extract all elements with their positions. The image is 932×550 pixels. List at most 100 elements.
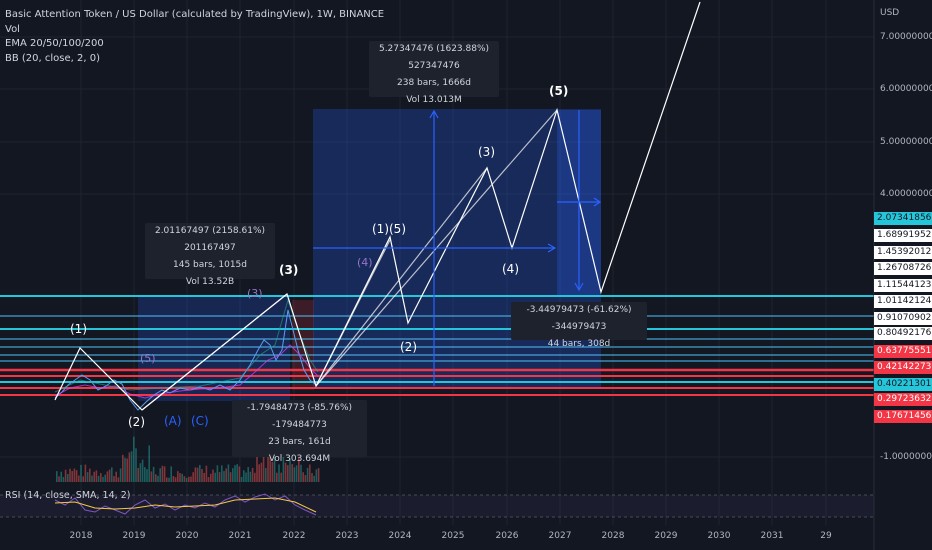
y-tick: 5.00000000 [880,137,932,147]
volume-bar [170,466,172,482]
volume-bar [174,477,177,482]
y-tick: 4.00000000 [880,189,932,199]
volume-bar [130,451,133,482]
y-tick: -1.00000000 [880,452,932,462]
x-tick: 2023 [335,531,359,541]
legend-vol: Vol [5,23,20,35]
legend-bb: BB (20, close, 2, 0) [5,52,100,64]
price-tag: 0.29723632 [874,393,932,406]
volume-bar [185,477,188,482]
volume-bar [249,471,252,482]
measure-box-3: -1.79484773 (-85.76%) -179484773 23 bars… [232,400,367,464]
wave-label: (4) [357,256,373,269]
x-tick: 2031 [760,531,784,541]
fib-levels [0,295,874,396]
wave-label: (1)(5) [372,222,406,236]
volume-bar [291,464,293,482]
volume-bar [273,449,276,482]
x-tick: 2022 [282,531,306,541]
measure-box-line: 2.01167497 (2158.61%) 201167497 [154,226,266,253]
ema-line [54,344,319,399]
x-tick: 2028 [601,531,625,541]
volume-bar [247,467,249,482]
volume-bar [84,464,87,482]
volume-bar [97,475,100,482]
volume-bar [141,459,144,482]
volume-bar [100,473,102,482]
rsi-sma [54,497,317,513]
volume-bar [190,476,192,482]
volume-bar [75,470,78,482]
volume-bar [212,469,214,482]
y-tick: 6.00000000 [880,84,932,94]
volume-bar [95,470,98,482]
volume-bar [194,467,197,482]
x-tick: 2018 [69,531,93,541]
volume-bar [155,474,157,482]
measure-box-1: 2.01167497 (2158.61%) 201167497 145 bars… [145,223,275,287]
volume-bar [258,464,260,482]
volume-bar [236,464,238,482]
price-tag: 1.45392012 [874,246,932,259]
price-tag: 1.01142124 [874,295,932,308]
x-tick: 2030 [707,531,731,541]
rsi-pane-band [0,495,874,517]
volume-bar [108,469,111,482]
volume-bar [179,473,181,482]
volume-bar [67,474,69,482]
wave-label: (A) [164,414,182,428]
x-tick: 29 [820,531,832,541]
volume-bar [311,473,313,482]
wave-label: (2) [400,340,417,354]
volume-bar [229,472,232,482]
volume-bar [148,445,150,482]
volume-bar [214,472,216,482]
wave-label-group: (1) (2) (3) (4) (5) (A) (C) (1)(5) (3) (… [70,84,568,429]
volume-bar [289,458,291,482]
volume-bar [86,472,89,482]
volume-bar [102,476,104,482]
volume-bar [300,464,302,482]
wave-label: (5) [549,84,568,98]
volume-bar [135,448,137,482]
volume-bar [287,465,289,482]
volume-bar [113,476,115,482]
volume-bar [126,458,128,482]
wave-label: (3) [279,263,298,277]
volume-bar [152,466,155,482]
wave-label: (3) [247,287,263,300]
volume-bar [315,469,318,482]
volume-bar [243,470,245,482]
volume-bar [256,447,258,482]
volume-bar [245,472,247,482]
volume-bar [106,471,109,482]
volume-bar [69,468,71,482]
volume-bar [124,457,126,482]
price-tag: 1.26708726 [874,262,932,275]
chart-legend: Basic Attention Token / US Dollar (calcu… [5,8,384,66]
volume-bar [196,467,199,482]
volume-bar [58,476,60,482]
volume-bar [276,472,278,482]
x-tick: 2029 [654,531,678,541]
measure-arrows [313,109,602,386]
price-tag: 0.17671456 [874,410,932,423]
volume-bar [133,436,135,482]
measure-box-line: -3.44979473 (-61.62%) -344979473 [526,305,632,332]
volume-bar [313,475,315,482]
volume-bar [159,468,161,482]
volume-bar [210,473,212,482]
volume-bar [282,456,285,482]
volume-bar [188,476,190,482]
volume-bar [240,476,243,482]
wave-label: (5) [140,352,156,365]
volume-bar [238,466,241,482]
volume-bar [295,465,298,482]
volume-bar [304,475,307,482]
legend-ema: EMA 20/50/100/200 [5,38,104,49]
legend-title: Basic Attention Token / US Dollar (calcu… [5,9,385,20]
volume-bar [278,464,280,482]
volume-bar [78,475,80,482]
measure-box-line: 238 bars, 1666d [397,78,471,88]
